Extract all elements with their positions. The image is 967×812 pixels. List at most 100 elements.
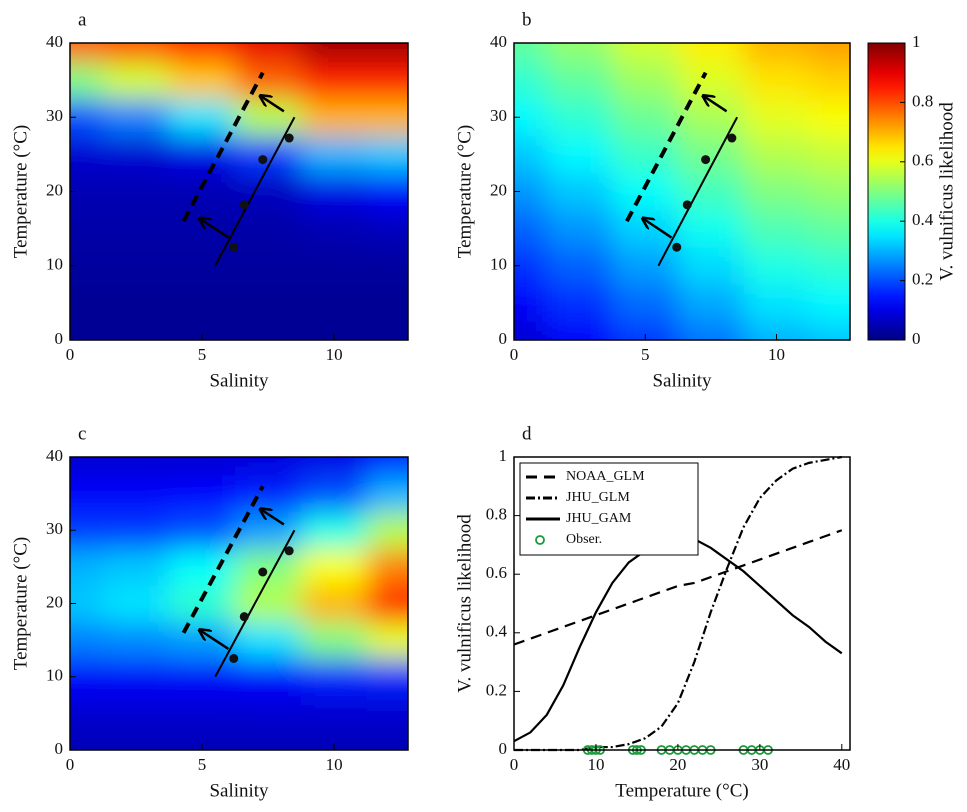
- heat-cell: [301, 172, 368, 211]
- heat-cell: [678, 247, 745, 285]
- heat-cell: [235, 695, 302, 733]
- heat-cell: [301, 321, 368, 340]
- colorbar: [867, 42, 906, 341]
- observation-point: [284, 133, 294, 143]
- y-tick-label: 0: [499, 739, 508, 758]
- heat-cell: [809, 210, 850, 248]
- x-tick-label: 10: [326, 345, 343, 364]
- heat-cell: [169, 210, 236, 248]
- heat-cell: [301, 585, 368, 623]
- heat-cell: [367, 548, 408, 586]
- heat-cell: [169, 621, 236, 659]
- heat-cell: [367, 43, 408, 63]
- heat-cell: [612, 284, 679, 322]
- heat-cell: [612, 98, 679, 137]
- heatmap: [514, 43, 850, 340]
- y-tick-label: 40: [46, 446, 63, 465]
- y-tick-label: 1: [499, 446, 508, 465]
- heat-cell: [169, 548, 236, 586]
- arrow: [199, 218, 230, 239]
- overlay-line: [625, 71, 708, 223]
- heat-cell: [514, 135, 548, 174]
- heat-cell: [301, 210, 368, 248]
- heat-cell: [612, 247, 679, 285]
- heat-cell: [235, 658, 302, 696]
- heat-cell: [546, 284, 613, 322]
- y-tick-label: 0: [55, 329, 64, 348]
- overlay-line: [214, 529, 296, 678]
- colorbar-tick-label: 0.4: [912, 210, 934, 229]
- heat-cell: [514, 61, 548, 100]
- arrow: [260, 96, 285, 113]
- heat-cell: [70, 695, 104, 733]
- y-tick-label: 20: [490, 180, 507, 199]
- x-tick-label: 0: [66, 345, 75, 364]
- y-axis-label: Temperature (°C): [10, 125, 31, 258]
- heat-cell: [367, 695, 408, 733]
- heat-cell: [103, 511, 170, 550]
- heatmap-cells: [514, 43, 850, 340]
- heat-cell: [70, 135, 104, 174]
- heat-cell: [546, 61, 613, 100]
- arrow: [260, 509, 285, 526]
- x-axis-label: Salinity: [209, 780, 269, 801]
- heat-cell: [367, 511, 408, 550]
- heat-cell: [301, 658, 368, 696]
- arrow: [703, 96, 728, 113]
- heat-cell: [169, 731, 236, 750]
- heat-cell: [169, 457, 236, 476]
- heat-cell: [743, 210, 810, 248]
- heat-cell: [103, 43, 170, 63]
- heat-cell: [235, 284, 302, 322]
- heat-cell: [678, 321, 745, 340]
- heat-cell: [70, 475, 104, 513]
- y-tick-label: 30: [46, 519, 63, 538]
- heat-cell: [301, 548, 368, 586]
- x-axis-label: Salinity: [652, 370, 712, 391]
- y-tick-label: 0.6: [486, 563, 507, 582]
- heat-cell: [169, 284, 236, 322]
- heat-cell: [367, 658, 408, 696]
- heat-cell: [367, 475, 408, 513]
- heat-cell: [301, 43, 368, 63]
- heat-cell: [367, 457, 408, 476]
- heat-cell: [169, 475, 236, 513]
- heat-cell: [612, 61, 679, 100]
- heat-cell: [743, 284, 810, 322]
- heat-cell: [103, 135, 170, 174]
- x-tick-label: 0: [510, 755, 519, 774]
- heat-cell: [612, 210, 679, 248]
- x-tick-label: 5: [198, 345, 207, 364]
- heat-cell: [743, 135, 810, 174]
- heat-cell: [301, 695, 368, 733]
- panel-label: d: [522, 423, 532, 444]
- heat-cell: [103, 98, 170, 137]
- heat-cell: [546, 135, 613, 174]
- observation-point: [682, 200, 692, 210]
- heat-cell: [169, 135, 236, 174]
- y-tick-label: 0.4: [486, 622, 508, 641]
- heat-cell: [514, 98, 548, 137]
- y-tick-label: 30: [490, 106, 507, 125]
- heat-cell: [367, 284, 408, 322]
- heat-cell: [103, 172, 170, 211]
- heat-cell: [103, 658, 170, 696]
- heat-cell: [169, 247, 236, 285]
- heat-cell: [367, 321, 408, 340]
- heat-cell: [301, 457, 368, 476]
- heat-cell: [546, 43, 613, 63]
- heat-cell: [546, 172, 613, 211]
- series-line: [514, 537, 843, 743]
- heat-cell: [546, 321, 613, 340]
- legend-marker: [535, 535, 545, 545]
- observation-point: [258, 567, 268, 577]
- observation-point: [229, 242, 239, 252]
- heatmap: [70, 457, 408, 750]
- heat-cell: [514, 284, 548, 322]
- heat-cell: [514, 321, 548, 340]
- y-axis-label: Temperature (°C): [10, 537, 31, 670]
- x-tick-label: 20: [669, 755, 686, 774]
- x-tick-label: 40: [833, 755, 850, 774]
- heat-cell: [235, 43, 302, 63]
- arrow: [643, 218, 673, 239]
